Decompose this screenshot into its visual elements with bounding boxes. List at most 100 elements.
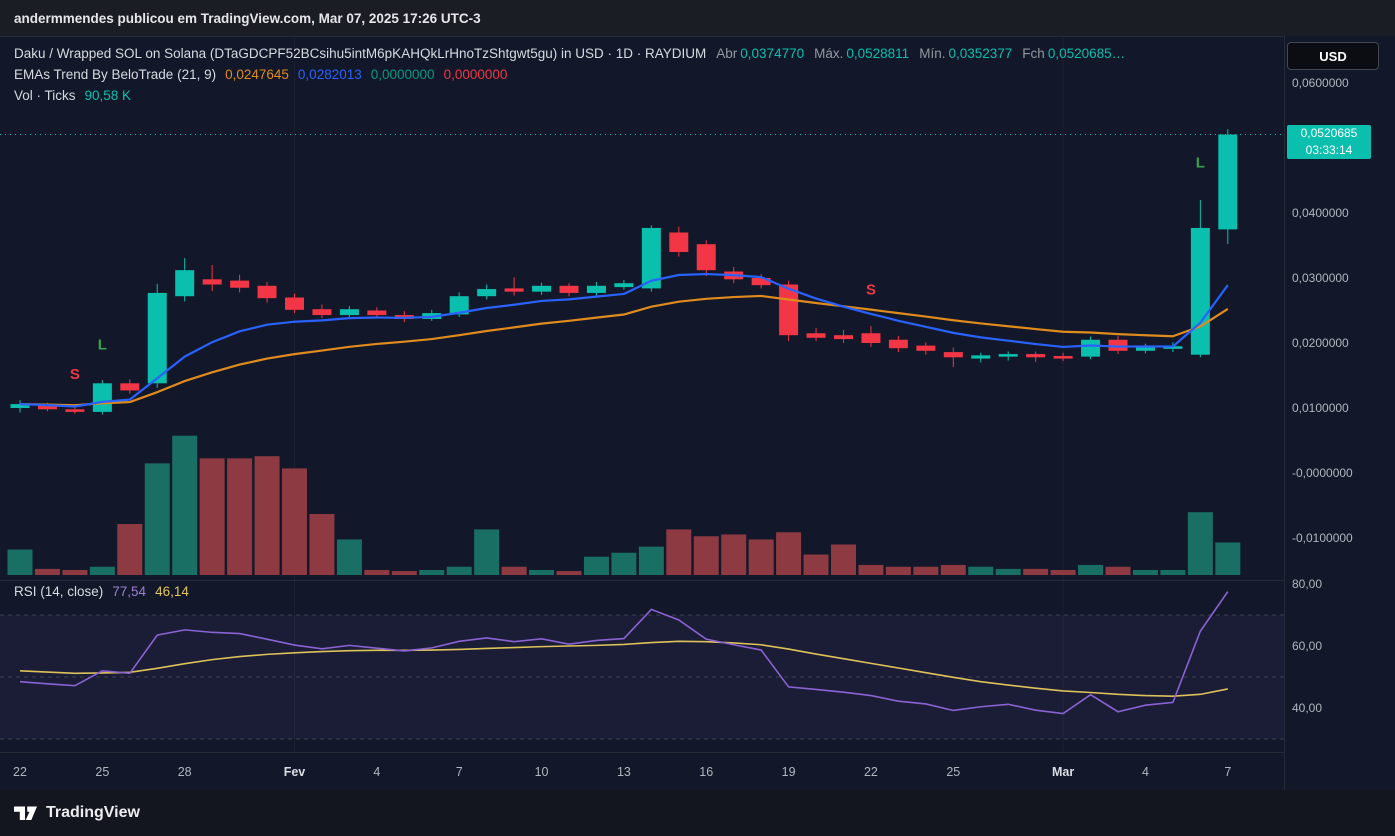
volume-bar (89, 566, 115, 575)
signal-marker-S: S (70, 366, 80, 383)
tradingview-logo-icon[interactable] (14, 804, 38, 823)
candle (669, 232, 689, 252)
candle (888, 339, 908, 349)
volume-bar (583, 556, 609, 575)
candle (92, 383, 112, 412)
ema21-line (19, 294, 1229, 407)
volume-bar (62, 569, 88, 575)
candle (1026, 354, 1046, 358)
candle (1053, 356, 1073, 359)
price-axis-label: 0,0300000 (1292, 271, 1349, 285)
candle (65, 409, 85, 412)
candle (834, 335, 853, 340)
high-value: 0,0528811 (846, 46, 910, 61)
rsi-indicator-title[interactable]: RSI (14, close) (14, 584, 104, 599)
volume-bar (1105, 566, 1131, 575)
rsi-ma-line (19, 640, 1228, 698)
candle (971, 355, 991, 359)
brand-wordmark[interactable]: TradingView (46, 804, 140, 821)
volume-bar (721, 534, 747, 575)
volume-bar (1215, 542, 1241, 575)
high-label: Máx. (814, 46, 844, 61)
volume-bar (254, 456, 280, 575)
volume-bar (940, 564, 966, 575)
open-label: Abr (716, 46, 738, 61)
candle (998, 354, 1018, 357)
signal-marker-L: L (1196, 155, 1205, 172)
time-axis-label: 19 (781, 765, 796, 779)
rsi-line (19, 591, 1229, 715)
volume-bar (501, 566, 527, 575)
volume-bar (336, 539, 362, 575)
candle (37, 404, 57, 410)
volume-bar (913, 566, 939, 575)
volume-bar (666, 529, 692, 575)
volume-bar (693, 536, 719, 575)
price-axis-label: 0,0600000 (1292, 76, 1349, 90)
candle (504, 288, 524, 292)
candle (1108, 339, 1128, 351)
price-axis-label: -0,0100000 (1292, 531, 1353, 545)
candle (175, 270, 195, 297)
volume-bar (1187, 512, 1213, 575)
symbol-title[interactable]: Daku / Wrapped SOL on Solana (DTaGDCPF52… (14, 46, 707, 61)
ema-indicator-title[interactable]: EMAs Trend By BeloTrade (21, 9) (14, 67, 217, 82)
candle (806, 333, 826, 338)
volume-bar (34, 568, 60, 575)
candle (1218, 134, 1238, 230)
candle (367, 310, 387, 316)
time-axis-label: 7 (1224, 765, 1232, 779)
signal-marker-L: L (98, 337, 107, 354)
rsi-axis-label: 60,00 (1292, 639, 1323, 653)
volume-bar (7, 549, 33, 575)
candle (696, 244, 716, 271)
candle (641, 227, 661, 289)
share-bar: andermmendes publicou em TradingView.com… (0, 0, 1395, 36)
candle (339, 309, 359, 316)
ema-indicator-row: EMAs Trend By BeloTrade (21, 9) 0,024764… (14, 65, 1125, 85)
close-label: Fch (1022, 46, 1045, 61)
price-axis-label: -0,0000000 (1292, 466, 1353, 480)
candle (916, 345, 936, 351)
time-axis[interactable]: 22 25 28 Fev 4 7 10 13 16 19 22 25 Mar 4 7 (0, 752, 1284, 790)
currency-toggle-button[interactable]: USD (1287, 42, 1379, 70)
candle (285, 297, 304, 310)
time-axis-label: Mar (1051, 765, 1075, 779)
rsi-value: 77,54 (112, 584, 147, 599)
candle (1135, 346, 1155, 351)
price-axis-label: 0,0100000 (1292, 401, 1349, 415)
volume-bar (776, 532, 802, 575)
volume-bar (474, 529, 500, 575)
candle (1081, 339, 1101, 357)
time-axis-label: 22 (13, 765, 27, 779)
price-axis[interactable]: USD 0,0520685 03:33:14 0,0600000 0,040000… (1284, 36, 1395, 790)
time-axis-label: 25 (946, 765, 961, 779)
candle (559, 285, 579, 293)
volume-bar (995, 568, 1021, 575)
volume-indicator-title[interactable]: Vol · Ticks (14, 88, 76, 103)
time-axis-label: 16 (699, 765, 714, 779)
rsi-axis-label: 80,00 (1292, 577, 1323, 591)
time-axis-label: 28 (177, 765, 192, 779)
volume-bar (172, 435, 198, 575)
candle (614, 283, 634, 288)
candle (10, 404, 30, 408)
volume-bar (282, 468, 307, 575)
time-axis-label: 22 (863, 765, 878, 779)
candle (257, 285, 277, 299)
time-axis-label: 4 (373, 765, 381, 779)
volume-bar (364, 569, 390, 575)
open-value: 0,0374770 (740, 46, 805, 61)
volume-bar (611, 552, 637, 575)
volume-bar (1050, 569, 1076, 575)
candle (449, 296, 469, 315)
volume-bar (144, 463, 170, 575)
low-label: Mín. (919, 46, 946, 61)
volume-bar (117, 524, 143, 575)
volume-bar (968, 566, 994, 575)
candle (477, 289, 497, 297)
rsi-legend: RSI (14, close) 77,54 46,14 (14, 584, 189, 599)
volume-bar (419, 569, 445, 575)
